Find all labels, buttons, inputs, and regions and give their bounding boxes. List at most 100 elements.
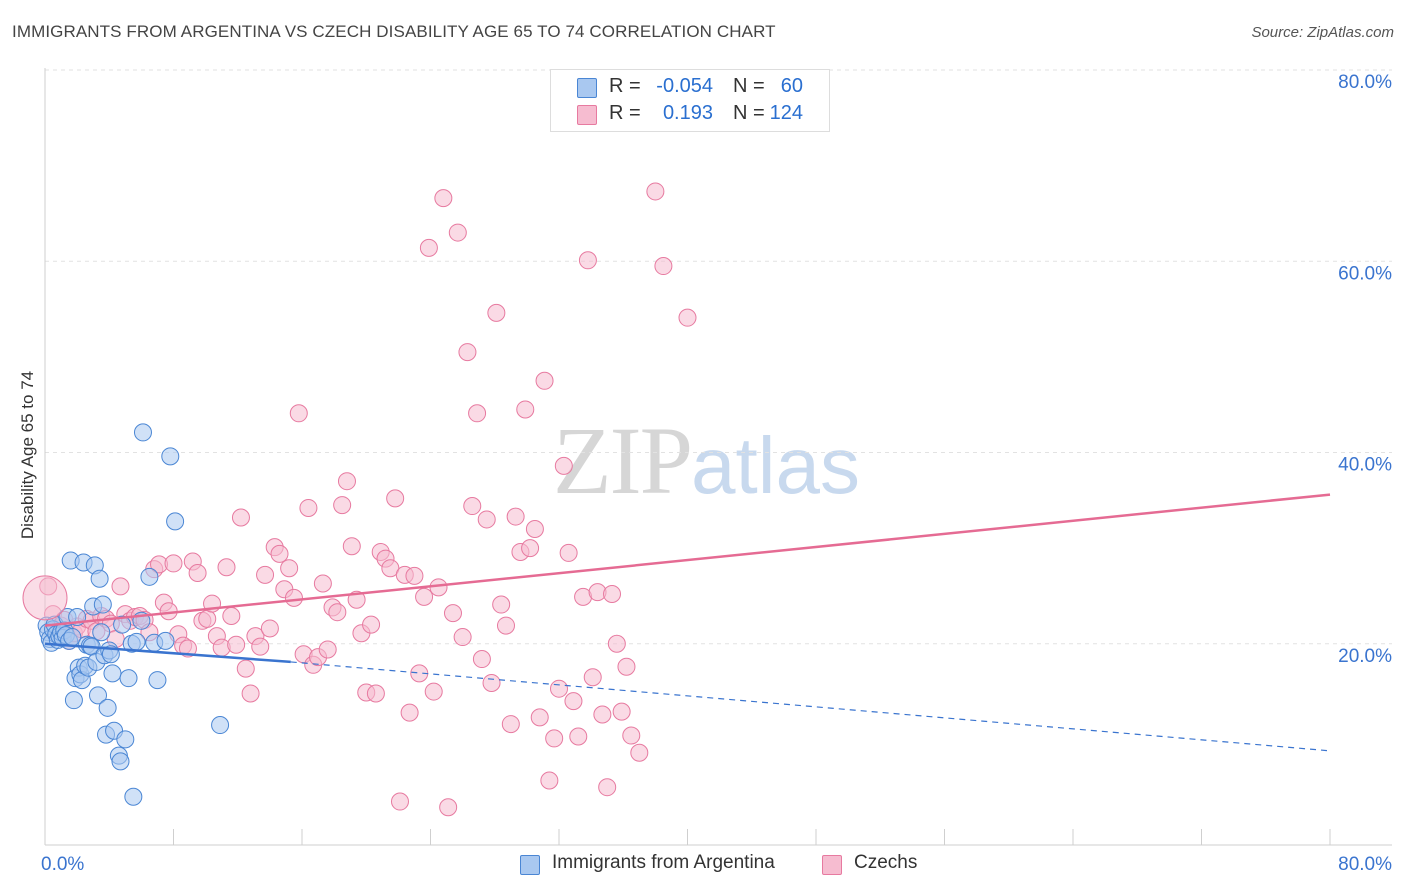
point-czechs — [217, 558, 236, 577]
point-czechs — [545, 729, 564, 748]
point-czechs — [270, 544, 289, 563]
point-argentina — [89, 686, 108, 705]
point-argentina — [124, 787, 143, 806]
point-argentina — [116, 730, 135, 749]
y-tick-label: 60.0% — [1338, 263, 1392, 284]
point-czechs — [468, 404, 487, 423]
point-czechs — [630, 743, 649, 762]
point-czechs — [583, 668, 602, 687]
point-argentina — [161, 447, 180, 466]
point-czechs — [241, 684, 260, 703]
point-czechs — [530, 708, 549, 727]
legend-r-label: R = — [609, 75, 641, 97]
point-czechs — [386, 489, 405, 508]
point-czechs — [492, 595, 511, 614]
point-czechs — [251, 637, 270, 656]
point-czechs — [22, 575, 68, 621]
x-tick-label: 80.0% — [1338, 854, 1392, 875]
point-czechs — [400, 703, 419, 722]
y-axis-label: Disability Age 65 to 74 — [18, 370, 37, 540]
chart-title: IMMIGRANTS FROM ARGENTINA VS CZECH DISAB… — [12, 22, 776, 41]
point-czechs — [448, 223, 467, 242]
point-czechs — [260, 619, 279, 638]
legend-r-value: -0.054 — [656, 75, 713, 97]
correlation-legend: R = -0.054 N = 60 R = 0.193 N = 124 — [550, 69, 830, 132]
watermark: ZIPatlas — [553, 405, 860, 516]
point-czechs — [654, 257, 673, 276]
point-czechs — [593, 705, 612, 724]
point-czechs — [598, 778, 617, 797]
legend-swatch-pink — [577, 105, 597, 125]
x-tick-label: 0.0% — [41, 854, 84, 875]
point-argentina — [103, 664, 122, 683]
point-czechs — [280, 559, 299, 578]
point-czechs — [482, 673, 501, 692]
point-czechs — [603, 585, 622, 604]
point-czechs — [328, 603, 347, 622]
point-czechs — [342, 537, 361, 556]
point-czechs — [458, 343, 477, 362]
point-czechs — [554, 456, 573, 475]
legend-swatch-blue — [520, 855, 540, 875]
point-czechs — [501, 715, 520, 734]
trendline-argentina — [44, 642, 291, 664]
point-argentina — [166, 512, 185, 531]
chart-source: Source: ZipAtlas.com — [1251, 24, 1394, 41]
point-czechs — [472, 650, 491, 669]
point-czechs — [366, 684, 385, 703]
point-czechs — [678, 308, 697, 327]
legend-n-value: 124 — [769, 102, 803, 124]
point-czechs — [487, 303, 506, 322]
point-czechs — [164, 554, 183, 573]
point-czechs — [188, 563, 207, 582]
point-czechs — [231, 508, 250, 527]
legend-n-label: N = — [733, 102, 765, 124]
point-czechs — [415, 587, 434, 606]
trendline-czechs — [44, 493, 1331, 627]
point-czechs — [617, 657, 636, 676]
point-czechs — [496, 616, 515, 635]
point-czechs — [564, 692, 583, 711]
point-czechs — [256, 565, 275, 584]
point-czechs — [337, 472, 356, 491]
legend-r-label: R = — [609, 102, 641, 124]
y-tick-label: 20.0% — [1338, 646, 1392, 667]
point-czechs — [434, 189, 453, 208]
legend-n-label: N = — [733, 75, 765, 97]
point-czechs — [477, 510, 496, 529]
point-czechs — [227, 635, 246, 654]
point-czechs — [111, 577, 130, 596]
point-argentina — [140, 567, 159, 586]
point-czechs — [405, 566, 424, 585]
point-argentina — [148, 671, 167, 690]
point-argentina — [90, 569, 109, 588]
point-czechs — [550, 679, 568, 698]
point-argentina — [127, 632, 146, 651]
point-czechs — [313, 574, 332, 593]
point-czechs — [578, 251, 597, 270]
point-czechs — [525, 520, 544, 538]
point-argentina — [156, 631, 175, 650]
watermark-atlas: atlas — [691, 421, 860, 510]
point-czechs — [612, 702, 631, 721]
point-czechs — [347, 590, 366, 609]
point-argentina — [119, 669, 138, 688]
point-czechs — [521, 539, 540, 558]
point-argentina — [113, 615, 132, 634]
point-czechs — [463, 497, 482, 516]
point-czechs — [516, 400, 535, 419]
point-czechs — [443, 604, 462, 623]
point-czechs — [622, 726, 641, 745]
point-czechs — [439, 798, 458, 817]
point-czechs — [299, 498, 318, 517]
point-czechs — [222, 607, 241, 626]
point-argentina — [111, 752, 130, 771]
point-czechs — [333, 496, 352, 515]
point-czechs — [362, 615, 381, 634]
legend-swatch-pink — [822, 855, 842, 875]
point-czechs — [453, 628, 472, 647]
legend-label: Czechs — [854, 852, 918, 873]
point-czechs — [607, 634, 626, 653]
point-argentina — [133, 423, 152, 442]
